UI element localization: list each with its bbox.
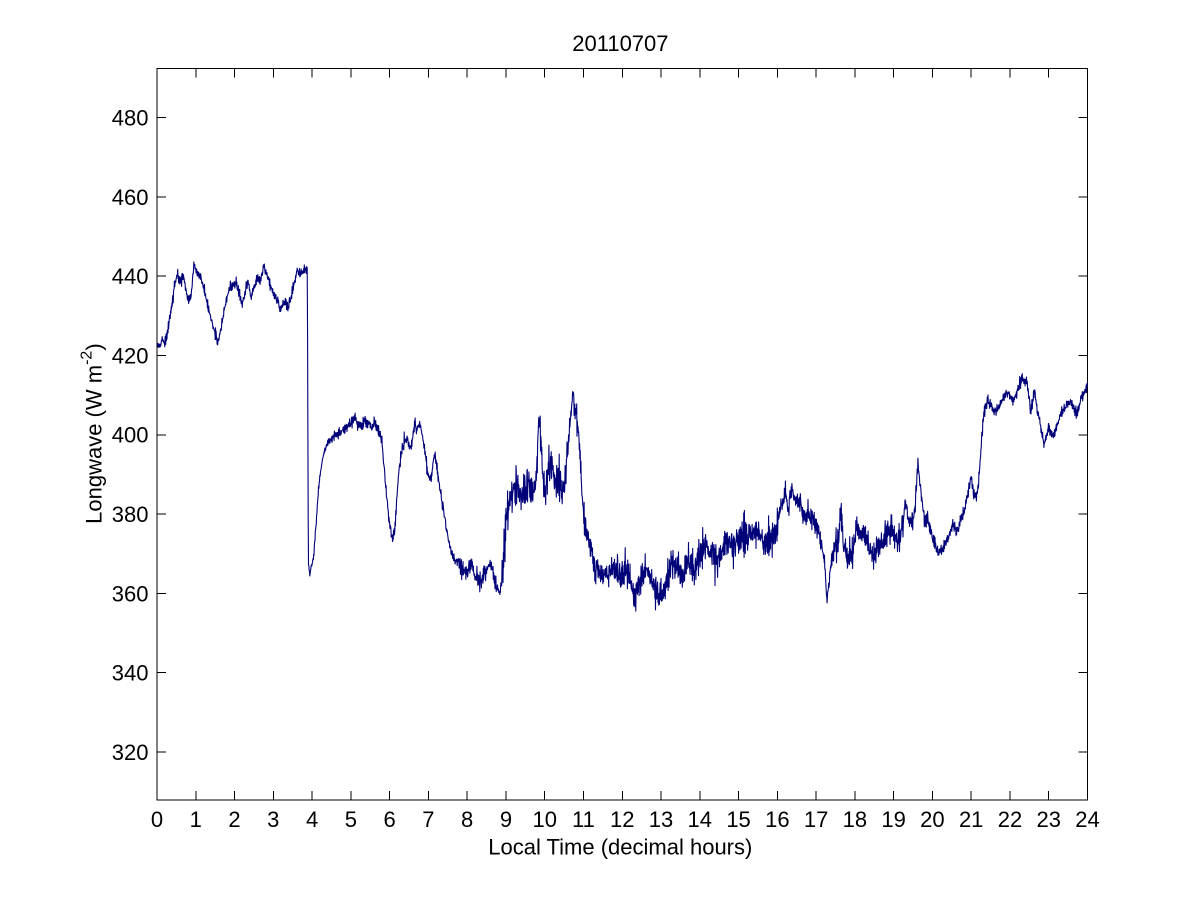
svg-text:19: 19 <box>881 807 905 832</box>
svg-text:9: 9 <box>500 807 512 832</box>
svg-text:11: 11 <box>572 807 595 832</box>
svg-text:440: 440 <box>112 264 149 289</box>
svg-text:400: 400 <box>112 423 149 448</box>
svg-text:22: 22 <box>998 807 1022 832</box>
svg-text:10: 10 <box>532 807 556 832</box>
svg-text:17: 17 <box>804 807 828 832</box>
svg-text:24: 24 <box>1075 807 1099 832</box>
svg-text:20110707: 20110707 <box>572 31 668 56</box>
svg-text:Local Time (decimal hours): Local Time (decimal hours) <box>488 835 752 860</box>
svg-text:7: 7 <box>422 807 434 832</box>
svg-text:15: 15 <box>726 807 750 832</box>
svg-text:480: 480 <box>112 106 149 131</box>
svg-text:360: 360 <box>112 581 149 606</box>
svg-text:6: 6 <box>383 807 395 832</box>
svg-text:3: 3 <box>267 807 279 832</box>
svg-text:21: 21 <box>959 807 983 832</box>
svg-text:5: 5 <box>345 807 357 832</box>
svg-text:8: 8 <box>461 807 473 832</box>
svg-text:13: 13 <box>649 807 673 832</box>
svg-text:20: 20 <box>920 807 944 832</box>
svg-text:16: 16 <box>765 807 789 832</box>
svg-text:14: 14 <box>688 807 712 832</box>
svg-text:320: 320 <box>112 740 149 765</box>
svg-text:18: 18 <box>843 807 867 832</box>
svg-text:4: 4 <box>306 807 318 832</box>
svg-text:0: 0 <box>151 807 163 832</box>
svg-text:23: 23 <box>1036 807 1060 832</box>
svg-text:380: 380 <box>112 502 149 527</box>
svg-text:2: 2 <box>228 807 240 832</box>
svg-text:340: 340 <box>112 661 149 686</box>
svg-text:460: 460 <box>112 185 149 210</box>
svg-text:12: 12 <box>610 807 634 832</box>
svg-text:420: 420 <box>112 343 149 368</box>
svg-text:1: 1 <box>190 807 202 832</box>
svg-text:Longwave (W m-2): Longwave (W m-2) <box>79 343 107 524</box>
